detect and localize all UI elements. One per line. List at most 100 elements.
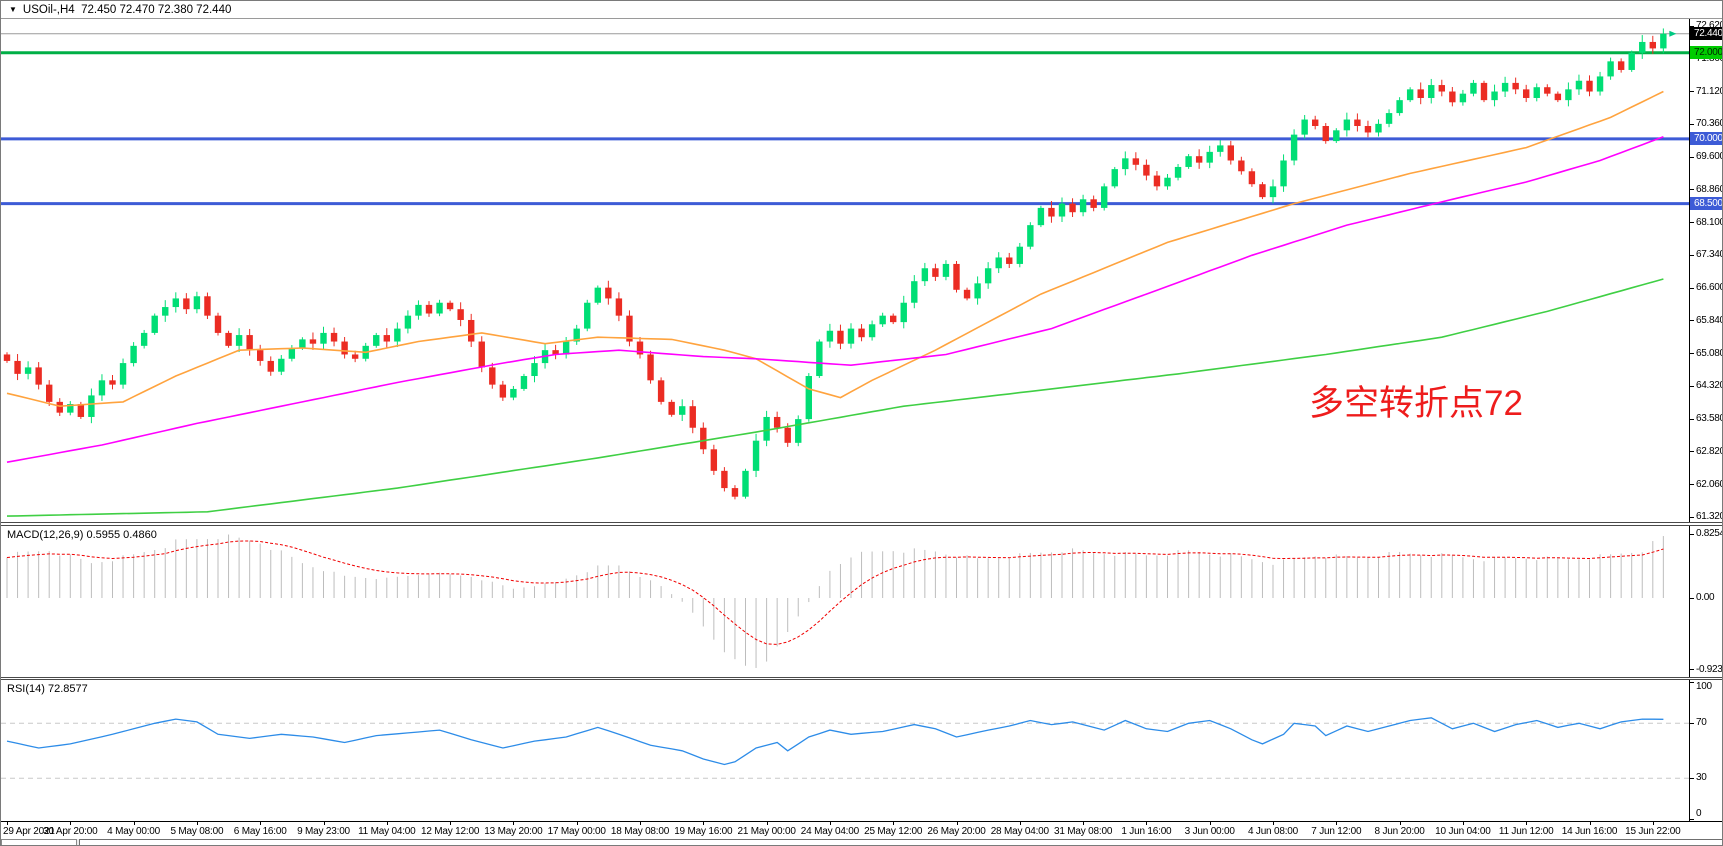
rsi-axis-tick — [1690, 777, 1694, 779]
time-axis-tick — [133, 822, 135, 825]
time-axis-tick — [386, 822, 388, 825]
price-axis-tick — [1690, 189, 1694, 191]
price-axis-tick — [1690, 451, 1694, 453]
macd-plot[interactable] — [1, 526, 1689, 677]
time-axis-tick — [1652, 822, 1654, 825]
time-axis-tick — [513, 822, 515, 825]
time-axis-tick — [829, 822, 831, 825]
annotation-text: 多空转折点72 — [1309, 384, 1523, 423]
panel-splitter[interactable] — [1, 677, 1722, 680]
price-axis-label: 71.120 — [1696, 85, 1723, 97]
time-axis-label: 26 May 20:00 — [927, 826, 986, 837]
main-chart-panel: 72.62071.86071.12070.36069.60068.86068.1… — [1, 19, 1723, 523]
time-axis-label: 4 Jun 08:00 — [1247, 826, 1299, 837]
time-axis-tick — [1019, 822, 1021, 825]
scrollbar-left-area[interactable] — [1, 839, 77, 845]
price-axis-label: 67.340 — [1696, 249, 1723, 261]
rsi-axis-label: 0 — [1696, 808, 1702, 819]
chart-titlebar: ▼ USOil-,H4 72.450 72.470 72.380 72.440 — [1, 1, 1722, 19]
price-axis-label: 66.600 — [1696, 282, 1723, 294]
time-axis-label: 28 May 04:00 — [990, 826, 1049, 837]
macd-axis-label: 0.00 — [1696, 592, 1715, 603]
price-axis-label: 61.320 — [1696, 511, 1723, 523]
time-axis-label: 12 May 12:00 — [420, 826, 480, 837]
time-axis-label: 8 Jun 20:00 — [1374, 826, 1425, 837]
time-axis-tick — [1336, 822, 1338, 825]
price-axis-tick — [1690, 25, 1694, 27]
time-axis-tick — [640, 822, 641, 825]
price-axis-tick — [1690, 156, 1694, 158]
macd-axis-tick — [1690, 597, 1694, 599]
time-axis-label: 15 Jun 22:00 — [1625, 826, 1681, 837]
time-axis-tick — [893, 822, 895, 825]
time-axis-label: 25 May 12:00 — [864, 826, 923, 837]
price-axis-label: 65.840 — [1696, 314, 1723, 326]
rsi-plot[interactable] — [1, 680, 1689, 821]
price-axis-tick — [1690, 484, 1694, 486]
time-axis-label: 10 Jun 04:00 — [1435, 826, 1491, 837]
time-axis-tick — [70, 822, 72, 825]
time-axis-tick — [196, 822, 198, 825]
ohlc-values: 72.450 72.470 72.380 72.440 — [81, 4, 232, 16]
price-axis-label: 64.320 — [1696, 380, 1723, 392]
macd-axis[interactable]: 0.8254 0.00 -0.9234 — [1689, 526, 1722, 677]
price-axis-label: 68.860 — [1696, 183, 1723, 195]
price-axis-tick — [1690, 222, 1694, 224]
rsi-axis-tick — [1690, 722, 1694, 724]
time-axis-label: 24 May 04:00 — [800, 826, 859, 837]
rsi-axis-tick — [1690, 818, 1694, 820]
panel-splitter[interactable] — [1, 522, 1722, 526]
time-axis-label: 21 May 00:00 — [737, 826, 796, 837]
macd-panel: MACD(12,26,9) 0.5955 0.4860 0.8254 0.00 -0… — [1, 526, 1722, 677]
symbol-dropdown-icon[interactable]: ▼ — [9, 5, 17, 14]
price-axis-tick — [1690, 516, 1694, 518]
time-axis-tick — [1399, 822, 1401, 825]
time-axis-tick — [1589, 822, 1591, 825]
symbol-label: USOil-,H4 — [22, 4, 75, 16]
time-axis-tick — [1209, 822, 1211, 825]
price-axis-label: 68.100 — [1696, 216, 1723, 228]
price-badge-72.440: 72.440 — [1690, 27, 1722, 41]
price-axis-tick — [1690, 254, 1694, 256]
price-axis-label: 69.600 — [1696, 151, 1723, 163]
price-axis-tick — [1690, 385, 1694, 387]
time-axis-label: 13 May 20:00 — [484, 826, 543, 837]
price-axis-tick — [1690, 123, 1694, 125]
price-axis-label: 65.080 — [1696, 347, 1723, 359]
scrollbar-thumb[interactable] — [79, 839, 1722, 845]
main-chart-plot[interactable] — [1, 19, 1689, 522]
price-axis-label: 62.060 — [1696, 478, 1723, 490]
time-axis-label: 11 Jun 12:00 — [1498, 826, 1554, 837]
time-axis-tick — [703, 822, 705, 825]
price-axis-label: 70.360 — [1696, 118, 1723, 130]
time-axis-label: 29 Apr 2021 — [3, 826, 55, 837]
time-axis-tick — [1146, 822, 1148, 825]
time-axis-label: 17 May 00:00 — [547, 826, 606, 837]
rsi-axis-label: 30 — [1696, 772, 1707, 784]
horizontal-scrollbar — [1, 839, 1722, 845]
time-axis-label: 30 Apr 20:00 — [43, 826, 98, 837]
time-axis-tick — [1462, 822, 1464, 825]
time-axis-label: 18 May 08:00 — [610, 826, 670, 837]
rsi-axis[interactable]: 100 70 30 0 — [1689, 680, 1722, 821]
time-axis-label: 7 Jun 12:00 — [1311, 826, 1362, 837]
time-axis-tick — [7, 822, 8, 825]
rsi-panel: RSI(14) 72.8577 100 70 30 0 — [1, 680, 1722, 821]
time-axis-tick — [576, 822, 578, 825]
time-axis-label: 19 May 16:00 — [674, 826, 733, 837]
price-axis-label: 63.580 — [1696, 413, 1723, 425]
macd-axis-tick — [1690, 669, 1694, 671]
price-badge-68.500: 68.500 — [1690, 197, 1722, 211]
time-axis-label: 1 Jun 16:00 — [1121, 826, 1172, 837]
price-axis-tick — [1690, 91, 1694, 93]
time-axis-label: 4 May 00:00 — [107, 826, 161, 837]
rsi-indicator-label: RSI(14) 72.8577 — [7, 683, 88, 695]
time-axis[interactable]: 29 Apr 2021 30 Apr 20:00 4 May 00:00 5 May … — [1, 821, 1722, 839]
time-axis-label: 3 Jun 00:00 — [1184, 826, 1235, 837]
price-axis[interactable]: 72.62071.86071.12070.36069.60068.86068.1… — [1689, 19, 1723, 523]
time-axis-tick — [956, 822, 958, 825]
time-axis-label: 31 May 08:00 — [1053, 826, 1113, 837]
time-axis-label: 11 May 04:00 — [358, 826, 416, 837]
time-axis-label: 6 May 16:00 — [233, 826, 287, 837]
